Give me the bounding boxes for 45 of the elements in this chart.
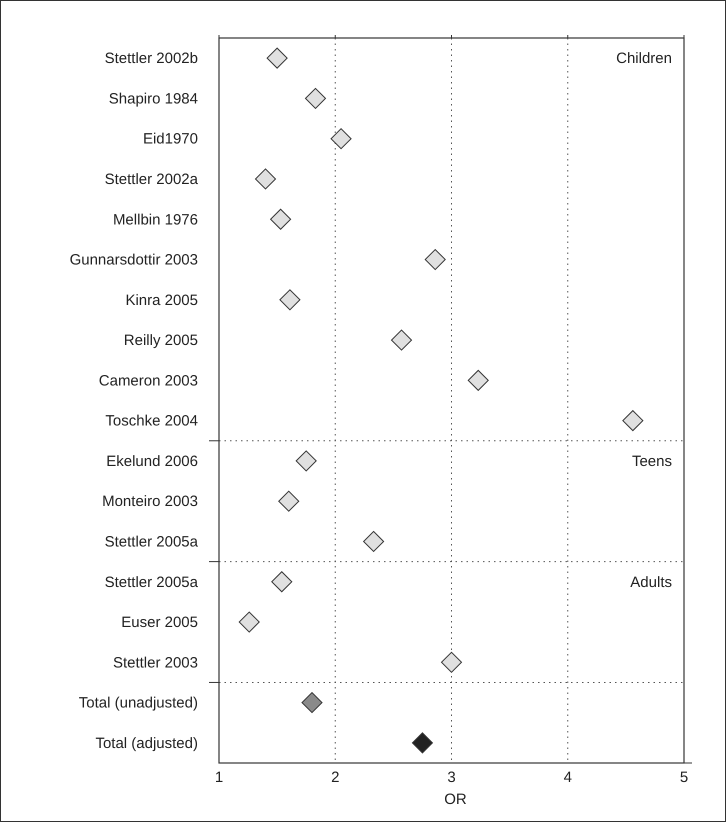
y-tick-label: Monteiro 2003 [102,493,198,510]
point [238,612,260,633]
point [270,208,292,230]
point [278,490,300,512]
y-tick-label: Toschke 2004 [105,412,198,430]
x-tick-label: 4 [564,769,572,786]
point [279,289,300,310]
y-tick-label: Stettler 2005a [104,533,199,550]
point [363,530,384,552]
y-tick-label: Stettler 2005a [104,574,199,591]
point [441,652,462,673]
x-tick-label: 5 [680,769,688,786]
annotation: Adults [630,574,672,591]
y-tick-label: Reilly 2005 [124,332,198,350]
x-tick-label: 3 [447,769,456,786]
annotation: Children [616,50,672,68]
point [296,450,317,472]
x-tick-label: 1 [214,769,224,786]
y-tick-label: Stettler 2002b [104,50,198,68]
y-tick-label: Total (adjusted) [95,734,198,752]
y-tick-label: Stettler 2002a [104,170,199,188]
x-axis-title: OR [444,791,467,808]
point [622,410,644,432]
y-tick-label: Ekelund 2006 [106,452,198,470]
point [330,128,352,150]
y-tick-label: Total (unadjusted) [78,694,198,712]
y-tick-label: Gunnarsdottir 2003 [70,252,198,269]
annotation: Teens [632,452,672,470]
point [302,692,322,714]
y-tick-label: Stettler 2003 [112,654,198,672]
x-tick-label: 2 [331,769,340,786]
point [255,168,276,190]
point [424,249,446,270]
point [266,48,288,69]
point [412,732,433,754]
point [271,571,292,592]
point [304,88,326,109]
y-tick-label: Euser 2005 [121,614,198,632]
y-tick-label: Mellbin 1976 [112,211,198,228]
y-tick-label: Cameron 2003 [98,372,198,390]
point [391,330,412,351]
y-tick-label: Eid1970 [142,130,198,148]
point [468,370,489,391]
y-tick-label: Shapiro 1984 [108,90,198,108]
y-tick-label: Kinra 2005 [125,292,198,309]
